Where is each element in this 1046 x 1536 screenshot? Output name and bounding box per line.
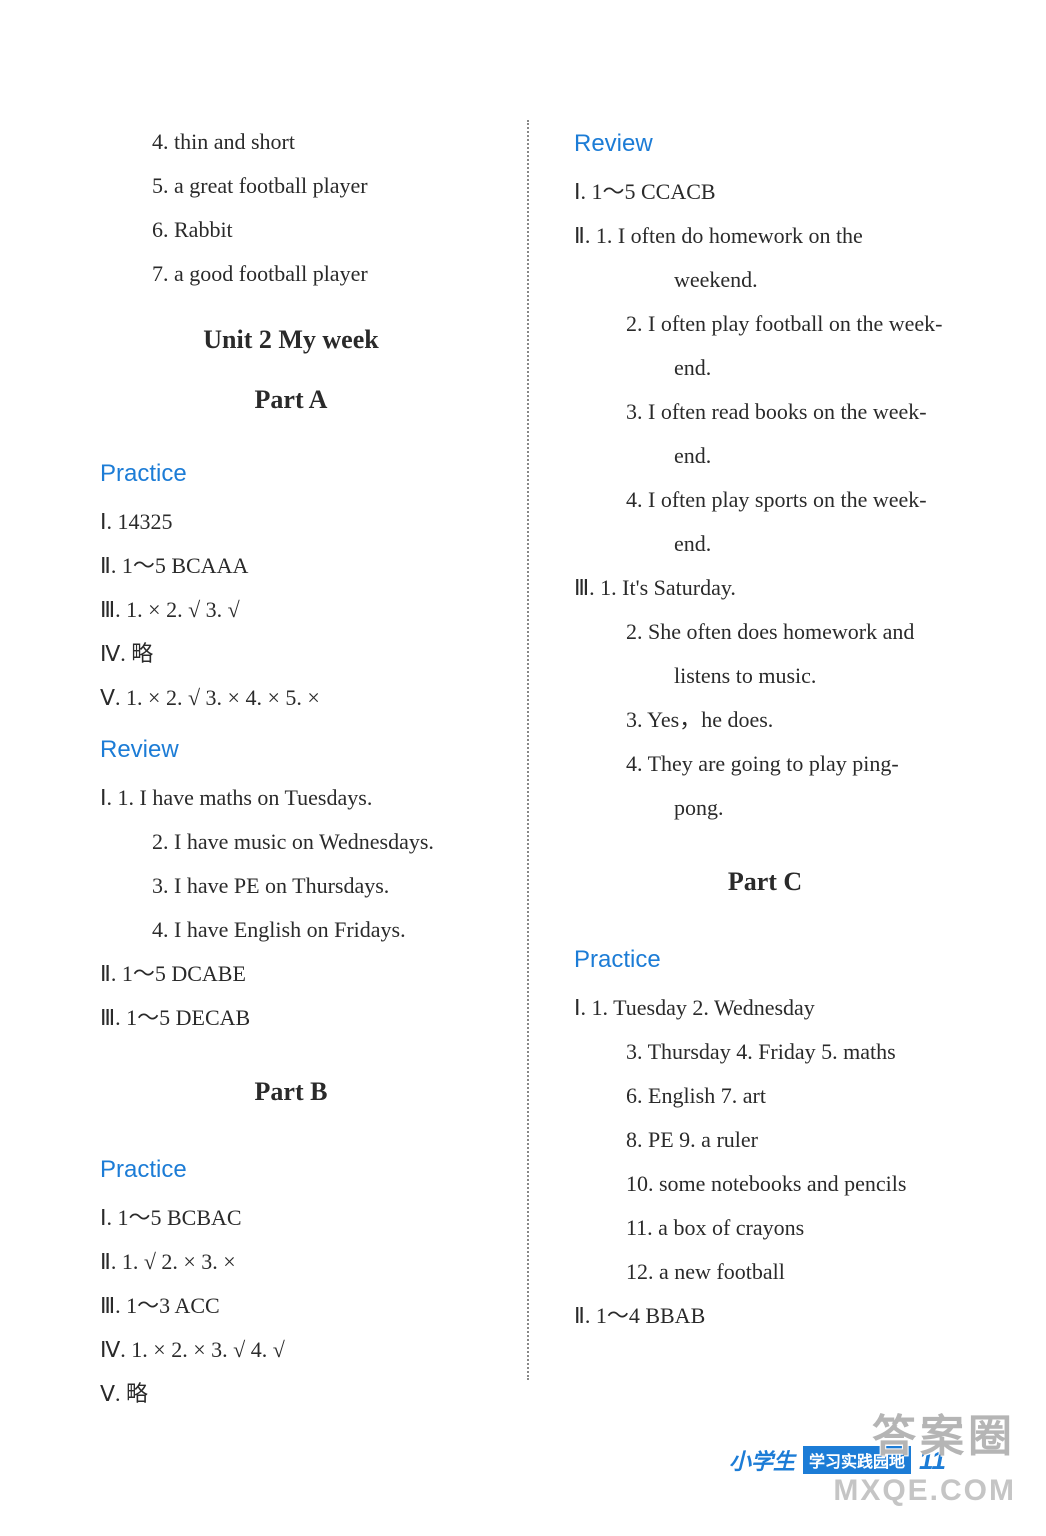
answer-line: 3. I have PE on Thursdays. <box>100 864 482 908</box>
answer-line: 10. some notebooks and pencils <box>574 1162 956 1206</box>
answer-line: Ⅲ. 1～5 DECAB <box>100 996 482 1040</box>
answer-line: Ⅲ. 1～3 ACC <box>100 1284 482 1328</box>
answer-line: 4. I often play sports on the week- <box>574 478 956 522</box>
answer-line: 3. Thursday 4. Friday 5. maths <box>574 1030 956 1074</box>
answer-line: weekend. <box>574 258 956 302</box>
answer-line: Ⅳ. 1. × 2. × 3. √ 4. √ <box>100 1328 482 1372</box>
part-c-title: Part C <box>574 856 956 908</box>
answer-line: 3. Yes，he does. <box>574 698 956 742</box>
two-column-layout: 4. thin and short 5. a great football pl… <box>100 120 956 1380</box>
watermark-text: 答案圈 <box>872 1400 1016 1464</box>
answer-line: Ⅲ. 1. It's Saturday. <box>574 566 956 610</box>
answer-line: 5. a great football player <box>100 164 482 208</box>
answer-line: 2. I have music on Wednesdays. <box>100 820 482 864</box>
practice-heading: Practice <box>100 450 482 498</box>
part-a-title: Part A <box>100 374 482 426</box>
answer-line: 11. a box of crayons <box>574 1206 956 1250</box>
answer-line: Ⅰ. 1. I have maths on Tuesdays. <box>100 776 482 820</box>
answer-line: end. <box>574 522 956 566</box>
answer-line: Ⅲ. 1. × 2. √ 3. √ <box>100 588 482 632</box>
answer-line: Ⅳ. 略 <box>100 632 482 676</box>
watermark-url: MXQE.COM <box>833 1474 1016 1508</box>
review-heading: Review <box>100 726 482 774</box>
answer-line: Ⅰ. 1～5 BCBAC <box>100 1196 482 1240</box>
answer-line: 6. Rabbit <box>100 208 482 252</box>
answer-line: end. <box>574 434 956 478</box>
answer-line: pong. <box>574 786 956 830</box>
answer-line: Ⅱ. 1～5 DCABE <box>100 952 482 996</box>
answer-line: Ⅰ. 14325 <box>100 500 482 544</box>
answer-line: 2. I often play football on the week- <box>574 302 956 346</box>
answer-line: 2. She often does homework and <box>574 610 956 654</box>
review-heading: Review <box>574 120 956 168</box>
answer-line: Ⅱ. 1～4 BBAB <box>574 1294 956 1338</box>
answer-line: Ⅱ. 1～5 BCAAA <box>100 544 482 588</box>
right-column: Review Ⅰ. 1～5 CCACB Ⅱ. 1. I often do hom… <box>559 120 956 1380</box>
answer-line: Ⅰ. 1. Tuesday 2. Wednesday <box>574 986 956 1030</box>
answer-line: 12. a new football <box>574 1250 956 1294</box>
answer-line: 4. I have English on Fridays. <box>100 908 482 952</box>
answer-line: 8. PE 9. a ruler <box>574 1118 956 1162</box>
answer-line: listens to music. <box>574 654 956 698</box>
footer-brand: 小学生 <box>729 1444 795 1476</box>
column-divider <box>527 120 529 1380</box>
answer-line: Ⅴ. 1. × 2. √ 3. × 4. × 5. × <box>100 676 482 720</box>
answer-line: 6. English 7. art <box>574 1074 956 1118</box>
answer-line: 3. I often read books on the week- <box>574 390 956 434</box>
answer-line: 4. thin and short <box>100 120 482 164</box>
unit-title: Unit 2 My week <box>100 314 482 366</box>
practice-heading: Practice <box>100 1146 482 1194</box>
part-b-title: Part B <box>100 1066 482 1118</box>
answer-line: Ⅱ. 1. I often do homework on the <box>574 214 956 258</box>
answer-line: end. <box>574 346 956 390</box>
answer-line: Ⅴ. 略 <box>100 1372 482 1416</box>
answer-line: 7. a good football player <box>100 252 482 296</box>
answer-line: Ⅰ. 1～5 CCACB <box>574 170 956 214</box>
left-column: 4. thin and short 5. a great football pl… <box>100 120 497 1380</box>
answer-line: 4. They are going to play ping- <box>574 742 956 786</box>
practice-heading: Practice <box>574 936 956 984</box>
answer-line: Ⅱ. 1. √ 2. × 3. × <box>100 1240 482 1284</box>
